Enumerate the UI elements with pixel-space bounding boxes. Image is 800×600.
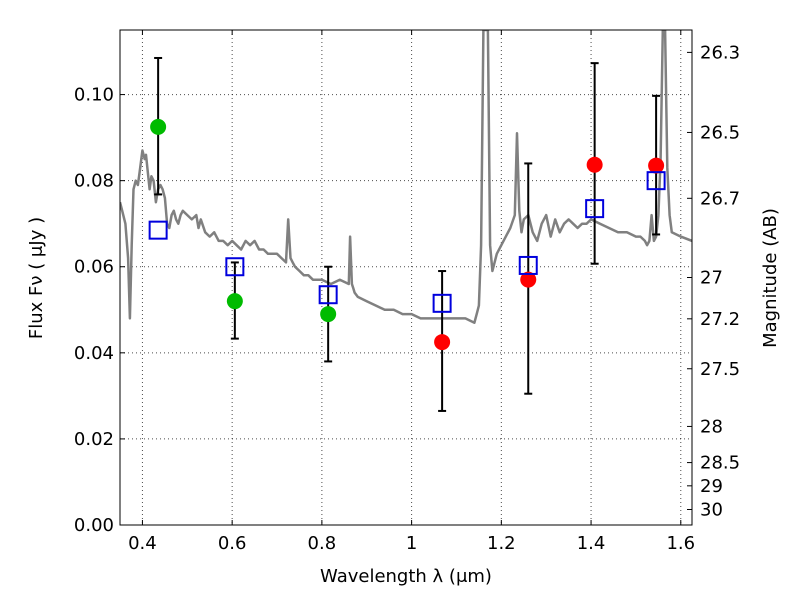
- y-tick-label: 0.02: [74, 429, 114, 450]
- x-tick-label: 1.4: [577, 533, 606, 554]
- data-point: [648, 157, 665, 174]
- data-point: [150, 118, 167, 135]
- grid: [120, 30, 692, 525]
- y-axis-label: Flux Fν ( μJy ): [26, 217, 47, 339]
- mag-tick-label: 26.5: [700, 122, 740, 143]
- data-point: [320, 306, 337, 323]
- mag-tick-label: 27.5: [700, 359, 740, 380]
- data-point: [226, 293, 243, 310]
- x-tick-label: 0.8: [308, 533, 337, 554]
- x-tick-label: 1.2: [487, 533, 516, 554]
- axis-ticks: [120, 30, 692, 526]
- mag-tick-label: 27: [700, 268, 723, 289]
- model-point: [318, 285, 338, 305]
- spectrum-line: [120, 30, 692, 324]
- x-tick-label: 0.6: [218, 533, 247, 554]
- x-tick-label: 1: [406, 533, 417, 554]
- data-markers: [148, 118, 666, 351]
- x-tick-label: 1.6: [666, 533, 695, 554]
- model-point: [646, 171, 666, 191]
- x-axis-label: Wavelength λ (μm): [320, 566, 492, 587]
- mag-tick-label: 26.7: [700, 188, 740, 209]
- y-tick-label: 0.06: [74, 257, 114, 278]
- model-point: [518, 255, 538, 275]
- right-axis-label: Magnitude (AB): [760, 208, 781, 348]
- data-point: [520, 271, 537, 288]
- y-tick-label: 0.08: [74, 171, 114, 192]
- mag-tick-label: 27.2: [700, 309, 740, 330]
- mag-tick-label: 30: [700, 500, 723, 521]
- mag-tick-label: 28.5: [700, 453, 740, 474]
- y-tick-label: 0.10: [74, 85, 114, 106]
- model-point: [148, 220, 168, 240]
- data-point: [586, 156, 603, 173]
- tick-labels: 0.4 0.6 0.8 1 1.2 1.4 1.6 0.00 0.02 0.04 0.06 0.08 0…: [74, 42, 740, 554]
- y-tick-label: 0.00: [74, 515, 114, 536]
- data-point: [434, 334, 451, 351]
- mag-tick-label: 28: [700, 416, 723, 437]
- mag-tick-label: 26.3: [700, 42, 740, 63]
- mag-tick-label: 29: [700, 476, 723, 497]
- model-point: [585, 199, 605, 219]
- model-point: [432, 293, 452, 313]
- y-tick-label: 0.04: [74, 343, 114, 364]
- x-tick-label: 0.4: [128, 533, 157, 554]
- model-point: [225, 257, 245, 277]
- model-spectrum: [120, 30, 692, 324]
